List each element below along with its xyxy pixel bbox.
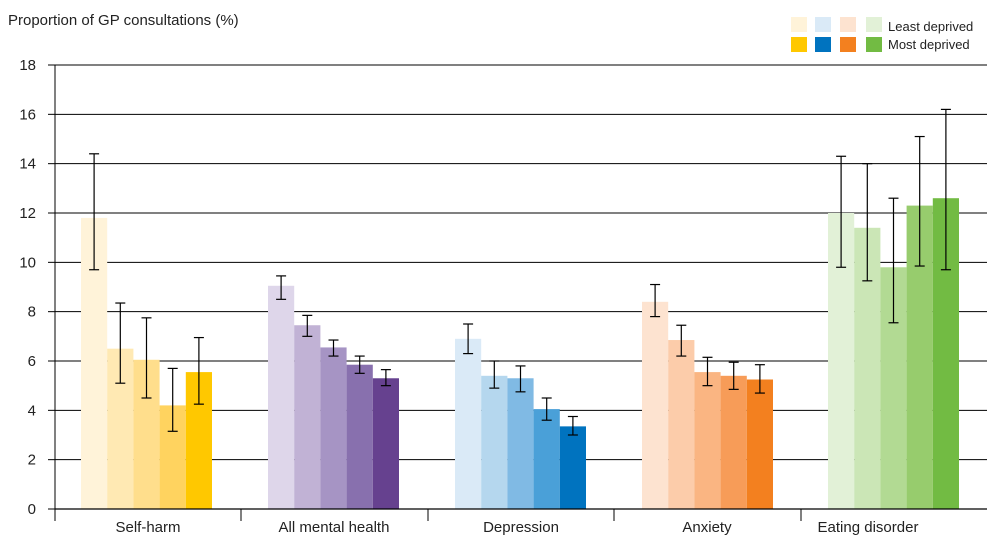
error-bar xyxy=(463,323,474,355)
legend-label-most-deprived: Most deprived xyxy=(888,37,970,52)
legend-label-least-deprived: Least deprived xyxy=(888,19,973,34)
error-bar xyxy=(115,302,126,384)
y-tick-label: 6 xyxy=(28,353,36,370)
legend-swatch-dark xyxy=(815,37,831,52)
bar-all-mental-health-q4 xyxy=(346,364,373,509)
error-bar xyxy=(380,369,391,387)
error-bar xyxy=(515,365,526,393)
legend: Least deprived Most deprived xyxy=(791,17,973,52)
category-label: All mental health xyxy=(279,519,390,536)
legend-swatch-light xyxy=(791,17,807,32)
error-bar xyxy=(650,283,661,318)
y-tick-label: 14 xyxy=(19,156,36,173)
error-bar xyxy=(541,397,552,421)
bar-all-mental-health-q5 xyxy=(372,378,399,509)
error-bar xyxy=(940,108,951,271)
y-tick-label: 8 xyxy=(28,304,36,321)
bar-anxiety-q4 xyxy=(720,375,747,509)
legend-swatch-dark xyxy=(791,37,807,52)
bar-all-mental-health-q1 xyxy=(268,285,295,509)
error-bar xyxy=(276,275,287,300)
legend-swatch-light xyxy=(840,17,856,32)
legend-swatch-light xyxy=(866,17,882,32)
y-tick-label: 0 xyxy=(28,501,36,518)
axes xyxy=(54,65,987,521)
error-bar xyxy=(489,360,500,389)
error-bar xyxy=(89,153,100,271)
error-bar xyxy=(302,314,313,337)
bar-depression-q2 xyxy=(481,375,508,509)
category-labels: Self-harm All mental health Depression Anxi… xyxy=(115,519,918,536)
y-axis-ticks: 0 2 4 6 8 10 12 14 16 18 xyxy=(19,57,55,518)
y-tick-label: 4 xyxy=(28,402,36,419)
bar-depression-q1 xyxy=(455,338,482,509)
category-label: Depression xyxy=(483,519,559,536)
legend-swatch-dark xyxy=(866,37,882,52)
error-bar xyxy=(862,163,873,282)
bar-depression-q3 xyxy=(507,378,534,509)
error-bar xyxy=(702,356,713,387)
error-bar xyxy=(888,197,899,324)
legend-swatches-dark xyxy=(791,37,882,52)
legend-swatch-light xyxy=(815,17,831,32)
error-bar xyxy=(567,415,578,436)
y-tick-label: 10 xyxy=(19,254,36,271)
y-tick-label: 16 xyxy=(19,106,36,123)
bar-depression-q5 xyxy=(559,426,586,509)
error-bar xyxy=(676,324,687,357)
error-bar xyxy=(914,135,925,267)
legend-swatches-light xyxy=(791,17,882,32)
y-axis-label: Proportion of GP consultations (%) xyxy=(8,12,239,29)
y-tick-label: 2 xyxy=(28,452,36,469)
bar-all-mental-health-q3 xyxy=(320,347,347,509)
bar-depression-q4 xyxy=(533,409,560,509)
error-bar xyxy=(141,317,152,399)
bar-anxiety-q2 xyxy=(668,340,695,509)
bar-anxiety-q5 xyxy=(746,379,773,509)
bar-all-mental-health-q2 xyxy=(294,325,321,509)
category-label: Self-harm xyxy=(115,519,180,536)
bar-anxiety-q3 xyxy=(694,372,721,509)
legend-swatch-dark xyxy=(840,37,856,52)
y-tick-label: 12 xyxy=(19,205,36,222)
error-bar xyxy=(354,355,365,374)
bar-anxiety-q1 xyxy=(642,301,669,509)
category-label: Eating disorder xyxy=(818,519,919,536)
category-label: Anxiety xyxy=(682,519,732,536)
error-bar xyxy=(836,155,847,268)
bars xyxy=(81,198,959,510)
error-bar xyxy=(193,336,204,405)
error-bar xyxy=(167,367,178,432)
error-bars xyxy=(89,108,951,436)
error-bar xyxy=(328,339,339,357)
error-bar xyxy=(754,364,765,394)
error-bar xyxy=(728,361,739,390)
y-tick-label: 18 xyxy=(19,57,36,74)
